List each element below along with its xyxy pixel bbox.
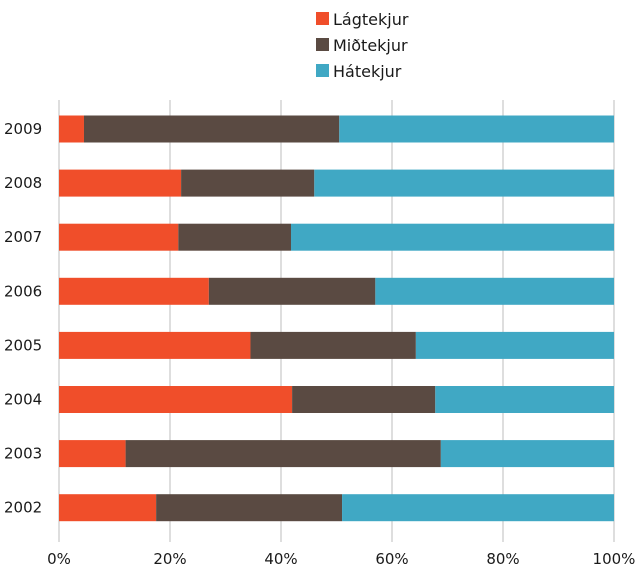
bar-row: [59, 386, 614, 413]
bar-segment: [83, 115, 340, 143]
bar-segment: [178, 223, 291, 251]
x-tick-label: 80%: [486, 550, 519, 568]
legend: Lágtekjur Miðtekjur Hátekjur: [316, 10, 409, 81]
legend-label: Hátekjur: [333, 62, 402, 81]
y-category-label: 2004: [4, 391, 42, 409]
bar-row: [59, 169, 614, 197]
bar-segment: [59, 494, 157, 522]
bar-row: [59, 277, 614, 305]
x-tick-label: 0%: [47, 550, 71, 568]
x-tick-label: 20%: [153, 550, 186, 568]
bar-segment: [59, 277, 209, 305]
bar-row: [59, 440, 614, 468]
bar-segment: [208, 277, 376, 305]
bar-segment: [156, 494, 343, 522]
bar-segment: [125, 440, 441, 468]
bar-segment: [181, 169, 315, 197]
bar-segment: [250, 331, 416, 359]
y-category-label: 2002: [4, 499, 42, 517]
legend-swatch: [316, 64, 329, 77]
legend-label: Miðtekjur: [333, 36, 408, 55]
bar-segment: [342, 494, 614, 522]
bar-segment: [290, 223, 614, 251]
bar-segment: [435, 386, 614, 413]
x-tick-label: 40%: [264, 550, 297, 568]
x-tick-label: 60%: [375, 550, 408, 568]
bar-segment: [59, 169, 182, 197]
bar-row: [59, 331, 614, 359]
bar-segment: [59, 223, 179, 251]
bar-segment: [314, 169, 614, 197]
legend-item: Hátekjur: [316, 62, 402, 81]
bar-row: [59, 223, 614, 251]
bar-segment: [59, 115, 84, 143]
bar-segment: [339, 115, 614, 143]
y-category-label: 2009: [4, 120, 42, 138]
bar-segment: [415, 331, 614, 359]
x-tick-label: 100%: [593, 550, 636, 568]
legend-item: Miðtekjur: [316, 36, 408, 55]
y-category-label: 2003: [4, 445, 42, 463]
legend-swatch: [316, 12, 329, 25]
bar-row: [59, 494, 614, 522]
bar-segment: [440, 440, 614, 468]
y-category-label: 2006: [4, 282, 42, 300]
y-category-label: 2005: [4, 336, 42, 354]
gridlines: [58, 100, 615, 542]
y-category-label: 2008: [4, 174, 42, 192]
bar-segment: [375, 277, 614, 305]
legend-swatch: [316, 38, 329, 51]
x-axis-labels: 0% 20% 40% 60% 80% 100%: [47, 550, 635, 568]
y-axis-labels: 2009 2008 2007 2006 2005 2004 2003 2002: [4, 120, 42, 517]
bar-segment: [292, 386, 436, 413]
y-category-label: 2007: [4, 228, 42, 246]
bar-segment: [59, 440, 126, 468]
bar-segment: [59, 386, 293, 413]
bar-row: [59, 115, 614, 143]
legend-label: Lágtekjur: [333, 10, 409, 29]
bar-segment: [59, 331, 251, 359]
legend-item: Lágtekjur: [316, 10, 409, 29]
bars: [59, 115, 614, 522]
